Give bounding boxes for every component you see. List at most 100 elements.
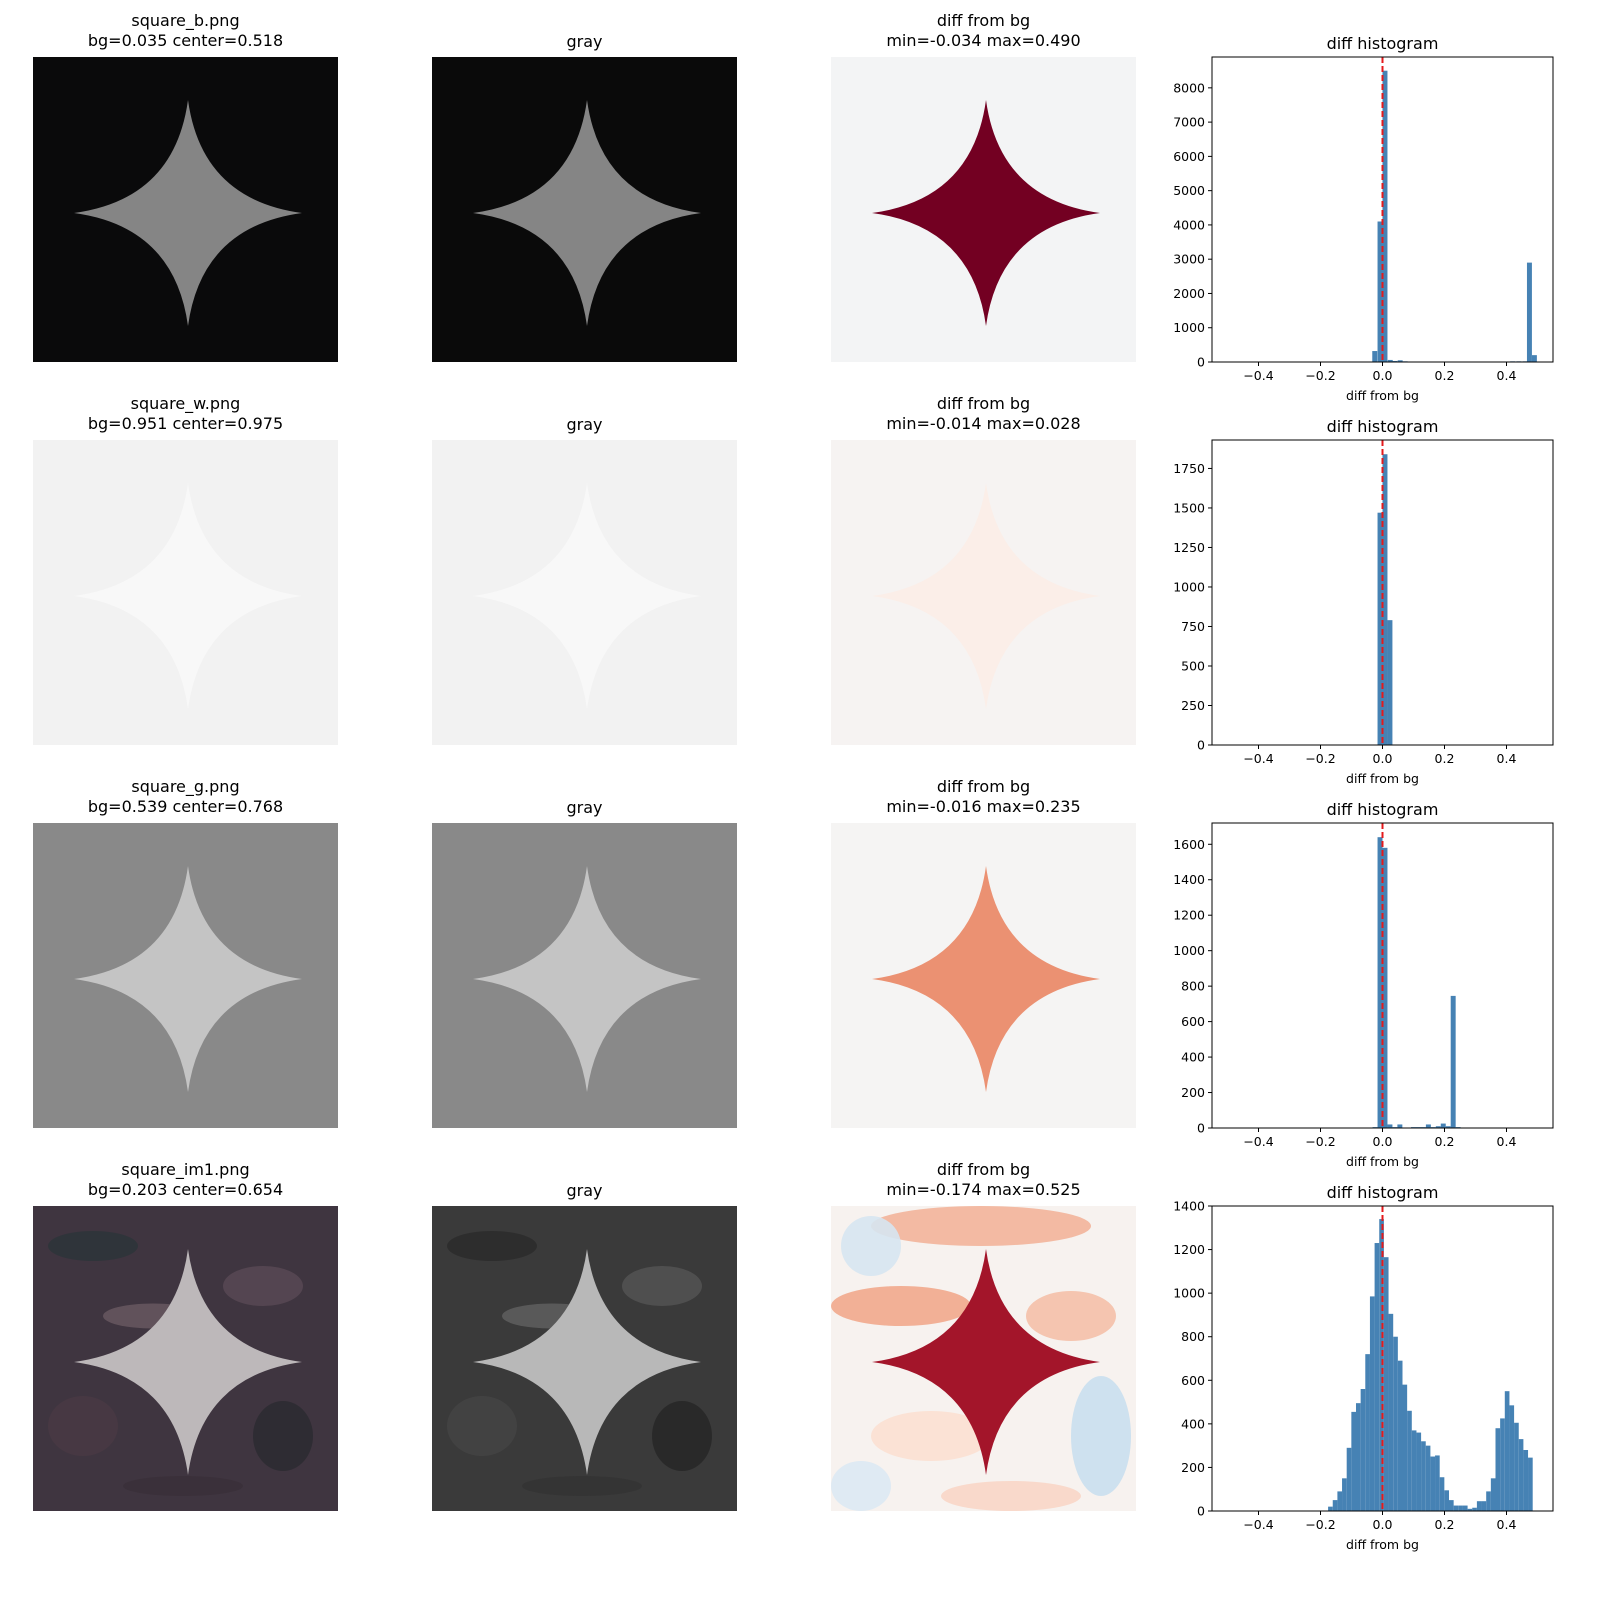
- astroid-shape: [74, 100, 302, 326]
- source-image: [33, 440, 338, 745]
- diff-title: diff from bg min=-0.016 max=0.235: [831, 777, 1136, 817]
- file-name: square_im1.png: [121, 1160, 250, 1179]
- x-tick-label: 0.4: [1497, 1517, 1517, 1532]
- diff-label: diff from bg: [936, 394, 1031, 413]
- astroid-shape: [872, 866, 1100, 1092]
- x-tick-label: 0.0: [1373, 368, 1393, 383]
- x-tick-label: 0.2: [1435, 1517, 1455, 1532]
- y-tick-label: 750: [1181, 619, 1205, 634]
- y-tick-label: 1000: [1173, 943, 1205, 958]
- x-axis-label: diff from bg: [1346, 1537, 1419, 1552]
- y-tick-label: 3000: [1173, 252, 1205, 267]
- astroid-shape: [473, 866, 701, 1092]
- astroid-shape: [872, 100, 1100, 326]
- histogram-bar: [1481, 1501, 1487, 1511]
- histogram-bar: [1393, 1336, 1398, 1511]
- gray-title: gray: [566, 415, 603, 434]
- histogram-bar: [1425, 1445, 1431, 1511]
- y-tick-label: 0: [1197, 738, 1205, 753]
- y-tick-label: 1200: [1173, 1242, 1205, 1257]
- gray-image: [432, 440, 737, 745]
- histogram-bar: [1328, 1506, 1333, 1511]
- gray-title: gray: [566, 32, 603, 51]
- histogram-bar: [1462, 1505, 1468, 1511]
- y-tick-label: 1400: [1173, 1199, 1205, 1214]
- y-tick-label: 1600: [1173, 837, 1205, 852]
- histogram-bar: [1444, 1490, 1449, 1511]
- histogram-bar: [1416, 1432, 1422, 1511]
- histogram-bar: [1337, 1491, 1343, 1511]
- diff-image: [831, 823, 1136, 1128]
- histogram-title: diff histogram: [1327, 800, 1439, 819]
- diff-min-max: min=-0.174 max=0.525: [886, 1180, 1081, 1199]
- diff-title: diff from bg min=-0.014 max=0.028: [831, 394, 1136, 434]
- y-tick-label: 500: [1181, 658, 1205, 673]
- x-axis-label: diff from bg: [1346, 388, 1419, 403]
- y-tick-label: 7000: [1173, 115, 1205, 130]
- x-tick-label: 0.4: [1497, 751, 1517, 766]
- y-tick-label: 600: [1181, 1014, 1205, 1029]
- histogram-bar: [1490, 1478, 1496, 1511]
- x-tick-label: 0.0: [1373, 1134, 1393, 1149]
- histogram-bar: [1486, 1491, 1491, 1511]
- diff-title: diff from bg min=-0.174 max=0.525: [831, 1160, 1136, 1200]
- histogram-bar: [1377, 837, 1383, 1128]
- x-tick-label: 0.4: [1497, 1134, 1517, 1149]
- gray-image: [432, 57, 737, 362]
- histogram-bar: [1392, 360, 1398, 362]
- bg-center-stats: bg=0.951 center=0.975: [87, 414, 284, 433]
- x-tick-label: −0.2: [1305, 751, 1335, 766]
- histogram-bar: [1435, 1126, 1441, 1128]
- histogram-bar: [1440, 1123, 1446, 1128]
- source-image-title: square_w.png bg=0.951 center=0.975: [33, 394, 338, 434]
- y-tick-label: 1750: [1173, 461, 1205, 476]
- histogram-bar: [1383, 1257, 1389, 1511]
- histogram-bar: [1448, 1500, 1454, 1511]
- bg-center-stats: bg=0.539 center=0.768: [87, 797, 284, 816]
- histogram-bar: [1435, 1455, 1440, 1511]
- diff-histogram: diff histogram −0.4 −0.2 0.0 0.2 0.4 0 1000 2000…: [1152, 27, 1573, 412]
- histogram-bar: [1528, 1457, 1533, 1511]
- y-tick-label: 800: [1181, 1329, 1205, 1344]
- histogram-bar: [1377, 221, 1383, 362]
- astroid-shape: [872, 483, 1100, 709]
- x-tick-label: 0.2: [1435, 1134, 1455, 1149]
- diff-histogram: diff histogram −0.4 −0.2 0.0 0.2 0.4 0 200 400 60…: [1152, 793, 1573, 1178]
- histogram-bar: [1467, 1508, 1473, 1511]
- y-tick-label: 200: [1181, 1085, 1205, 1100]
- x-tick-label: 0.4: [1497, 368, 1517, 383]
- histogram-bar: [1523, 1450, 1529, 1511]
- histogram-bar: [1518, 1439, 1524, 1511]
- x-tick-label: −0.4: [1243, 751, 1273, 766]
- histogram-bar: [1369, 1296, 1375, 1511]
- histogram-bar: [1439, 1477, 1445, 1511]
- y-tick-label: 2000: [1173, 286, 1205, 301]
- histogram-bar: [1476, 1501, 1482, 1511]
- histogram-bar: [1509, 1405, 1515, 1511]
- diff-min-max: min=-0.014 max=0.028: [886, 414, 1081, 433]
- histogram-bar: [1382, 847, 1388, 1128]
- source-image-title: square_g.png bg=0.539 center=0.768: [33, 777, 338, 817]
- gray-image: [432, 823, 737, 1128]
- histogram-bar: [1458, 1505, 1463, 1511]
- y-tick-label: 800: [1181, 979, 1205, 994]
- histogram-bar: [1411, 1430, 1417, 1511]
- y-tick-label: 1000: [1173, 579, 1205, 594]
- y-tick-label: 4000: [1173, 217, 1205, 232]
- astroid-shape: [473, 100, 701, 326]
- histogram-bar: [1342, 1478, 1347, 1511]
- histogram-bar: [1387, 1124, 1393, 1128]
- histogram-bar: [1402, 1384, 1408, 1511]
- histogram-bar: [1495, 1428, 1501, 1511]
- histogram-bar: [1346, 1447, 1352, 1511]
- y-tick-label: 1000: [1173, 1286, 1205, 1301]
- y-tick-label: 5000: [1173, 183, 1205, 198]
- histogram-bar: [1407, 1410, 1412, 1511]
- histogram-bar: [1377, 512, 1383, 745]
- astroid-shape: [74, 866, 302, 1092]
- histogram-bar: [1531, 355, 1537, 362]
- histogram-bar: [1372, 351, 1378, 362]
- histogram-bar: [1355, 1403, 1361, 1511]
- file-name: square_w.png: [130, 394, 241, 413]
- histogram-bar: [1379, 1219, 1384, 1511]
